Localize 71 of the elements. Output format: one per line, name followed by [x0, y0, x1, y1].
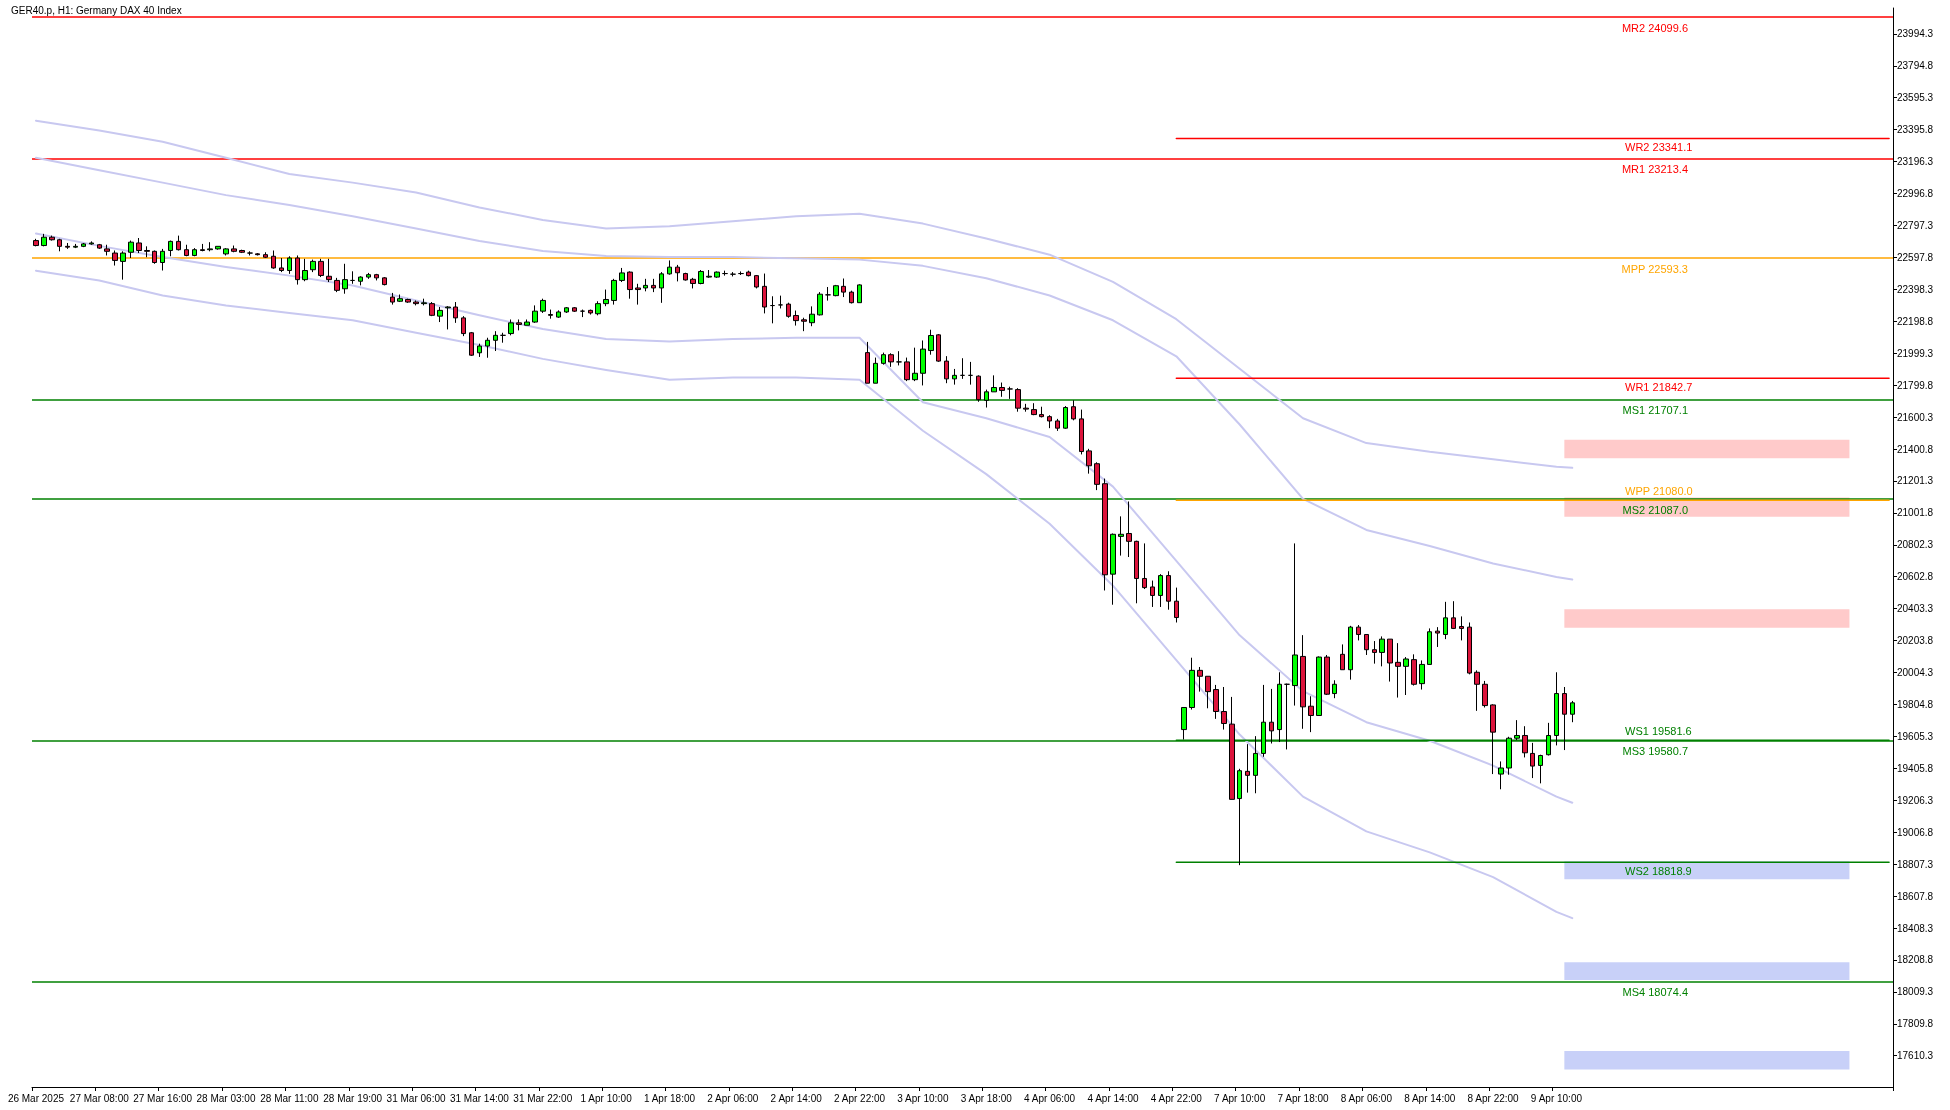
x-tick-label: 31 Mar 06:00: [386, 1092, 446, 1104]
y-tick-label: 19605.3: [1897, 730, 1934, 742]
y-tick-label: 17809.8: [1897, 1018, 1934, 1030]
y-tick-label: 19405.8: [1897, 762, 1934, 774]
x-tick-label: 8 Apr 06:00: [1340, 1092, 1393, 1104]
ref-line-label: MS1 21707.1: [1622, 404, 1688, 417]
ref-line-label: MS4 18074.4: [1622, 985, 1688, 998]
x-tick-label: 8 Apr 14:00: [1404, 1092, 1456, 1104]
x-tick-label: 2 Apr 06:00: [707, 1092, 759, 1104]
series-label: WS1 19581.6: [1625, 725, 1692, 738]
x-tick-label: 27 Mar 08:00: [69, 1092, 130, 1104]
series-label: WR2 23341.1: [1625, 141, 1693, 154]
y-tick-label: 20602.8: [1897, 571, 1934, 583]
series-label: WPP 21080.0: [1625, 485, 1693, 498]
y-tick-label: 18807.3: [1897, 858, 1934, 870]
y-tick-label: 18408.3: [1897, 922, 1934, 934]
x-tick-label: 4 Apr 22:00: [1150, 1092, 1203, 1104]
y-tick-label: 19206.3: [1897, 794, 1934, 806]
x-tick-label: 26 Mar 2025: [7, 1092, 65, 1104]
x-tick-label: 27 Mar 16:00: [133, 1092, 193, 1104]
y-tick-label: 22198.8: [1897, 315, 1934, 327]
y-tick-label: 20802.3: [1897, 539, 1934, 551]
ref-line-label: MS2 21087.0: [1622, 503, 1688, 516]
y-tick-label: 20403.3: [1897, 603, 1934, 615]
series-label: WR1 21842.7: [1625, 381, 1693, 394]
x-tick-label: 1 Apr 18:00: [643, 1092, 696, 1104]
x-tick-label: 3 Apr 10:00: [897, 1092, 949, 1104]
y-tick-label: 18208.8: [1897, 954, 1934, 966]
y-tick-label: 18009.3: [1897, 986, 1934, 998]
ref-line-label: MR1 23213.4: [1621, 163, 1688, 176]
x-tick-label: 7 Apr 18:00: [1277, 1092, 1330, 1104]
y-tick-label: 19006.8: [1897, 826, 1934, 838]
x-tick-label: 28 Mar 11:00: [260, 1092, 319, 1104]
y-tick-label: 17610.3: [1897, 1050, 1934, 1062]
x-tick-label: 4 Apr 14:00: [1087, 1092, 1139, 1104]
y-tick-label: 23794.8: [1897, 60, 1934, 72]
ref-line-label: MR2 24099.6: [1621, 21, 1688, 34]
y-tick-label: 21201.3: [1897, 475, 1934, 487]
x-tick-label: 3 Apr 18:00: [960, 1092, 1013, 1104]
series-label: WS2 18818.9: [1625, 865, 1692, 878]
y-tick-label: 19804.8: [1897, 698, 1934, 710]
y-tick-label: 22797.3: [1897, 219, 1934, 231]
ref-line-label: MPP 22593.3: [1621, 262, 1688, 275]
y-tick-label: 22597.8: [1897, 251, 1934, 263]
y-tick-label: 20004.3: [1897, 667, 1934, 679]
y-tick-label: 23395.8: [1897, 124, 1934, 136]
y-tick-label: 23595.3: [1897, 92, 1934, 104]
y-tick-label: 21999.3: [1897, 347, 1934, 359]
x-tick-label: 1 Apr 10:00: [580, 1092, 633, 1104]
x-tick-label: 2 Apr 22:00: [833, 1092, 886, 1104]
y-tick-label: 21400.8: [1897, 443, 1934, 455]
y-tick-label: 23196.3: [1897, 156, 1934, 168]
x-tick-label: 28 Mar 03:00: [196, 1092, 256, 1104]
x-tick-label: 9 Apr 10:00: [1530, 1092, 1583, 1104]
x-tick-label: 28 Mar 19:00: [323, 1092, 383, 1104]
y-tick-label: 21799.8: [1897, 379, 1934, 391]
y-tick-label: 23994.3: [1897, 28, 1934, 40]
y-tick-label: 20203.8: [1897, 635, 1934, 647]
y-tick-label: 22398.3: [1897, 283, 1934, 295]
x-tick-label: 8 Apr 22:00: [1467, 1092, 1520, 1104]
x-tick-label: 7 Apr 10:00: [1214, 1092, 1266, 1104]
y-tick-label: 22996.8: [1897, 188, 1934, 200]
y-tick-label: 21600.3: [1897, 411, 1934, 423]
chart-title: GER40.p, H1: Germany DAX 40 Index: [11, 4, 182, 16]
x-tick-label: 2 Apr 14:00: [770, 1092, 823, 1104]
y-tick-label: 18607.8: [1897, 890, 1934, 902]
x-tick-label: 31 Mar 14:00: [449, 1092, 510, 1104]
y-tick-label: 21001.8: [1897, 507, 1934, 519]
ref-line-label: MS3 19580.7: [1622, 744, 1688, 757]
x-tick-label: 31 Mar 22:00: [513, 1092, 573, 1104]
x-tick-label: 4 Apr 06:00: [1024, 1092, 1076, 1104]
